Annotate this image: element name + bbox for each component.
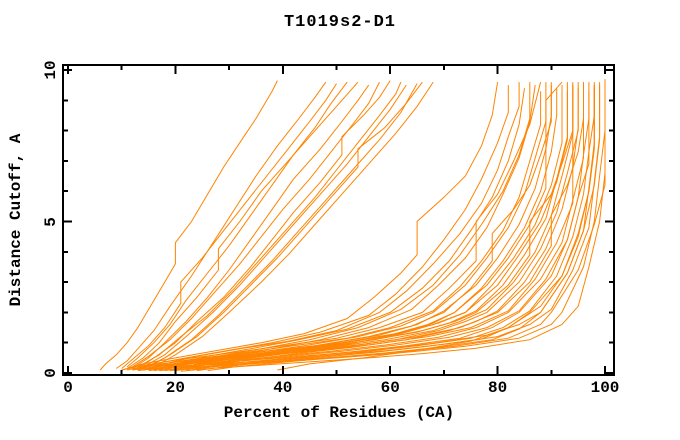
chart-title: T1019s2-D1 bbox=[283, 13, 397, 32]
model-curve-13 bbox=[153, 81, 434, 368]
x-tick-label-40: 40 bbox=[273, 379, 293, 397]
model-curve-45 bbox=[169, 85, 606, 372]
x-tick-label-80: 80 bbox=[487, 379, 508, 397]
model-curve-34 bbox=[132, 82, 584, 371]
model-curve-22 bbox=[143, 82, 547, 371]
model-curve-15 bbox=[132, 85, 509, 371]
model-curve-19 bbox=[175, 85, 536, 371]
model-curve-7 bbox=[132, 81, 380, 368]
y-tick-label-0: 0 bbox=[42, 368, 60, 378]
y-axis-label: Distance Cutoff, A bbox=[7, 133, 25, 307]
model-curve-38 bbox=[175, 82, 590, 372]
model-curve-47 bbox=[277, 85, 595, 371]
model-curve-36 bbox=[153, 82, 584, 372]
model-curve-1 bbox=[99, 80, 278, 371]
model-curve-44 bbox=[159, 82, 606, 372]
model-curve-9 bbox=[137, 81, 402, 368]
model-curve-3 bbox=[121, 83, 337, 369]
model-curve-18 bbox=[164, 82, 531, 371]
model-curve-5 bbox=[126, 81, 359, 369]
x-tick-label-0: 0 bbox=[63, 379, 73, 397]
model-curve-14 bbox=[121, 82, 499, 371]
y-tick-label-5: 5 bbox=[42, 216, 60, 227]
model-curve-8 bbox=[137, 80, 391, 369]
x-tick-label-60: 60 bbox=[380, 379, 400, 397]
plot-frame bbox=[62, 64, 615, 376]
model-curve-12 bbox=[148, 81, 423, 368]
model-curve-31 bbox=[169, 85, 574, 371]
model-curve-16 bbox=[143, 82, 520, 371]
model-curve-6 bbox=[132, 84, 370, 369]
model-curve-2 bbox=[116, 81, 327, 369]
x-axis-label: Percent of Residues (CA) bbox=[223, 404, 455, 422]
model-curve-25 bbox=[175, 88, 558, 371]
model-curve-21 bbox=[132, 91, 542, 371]
model-curve-35 bbox=[143, 85, 574, 371]
x-tick-label-20: 20 bbox=[165, 379, 185, 397]
model-curve-4 bbox=[126, 81, 348, 368]
model-curve-20 bbox=[121, 81, 542, 371]
model-curve-28 bbox=[137, 82, 568, 371]
y-tick-label-10: 10 bbox=[42, 60, 60, 80]
model-curve-46 bbox=[180, 79, 606, 372]
model-curve-43 bbox=[148, 85, 601, 372]
model-curve-32 bbox=[180, 82, 579, 371]
x-tick-label-100: 100 bbox=[590, 379, 620, 397]
model-curve-10 bbox=[142, 84, 407, 368]
